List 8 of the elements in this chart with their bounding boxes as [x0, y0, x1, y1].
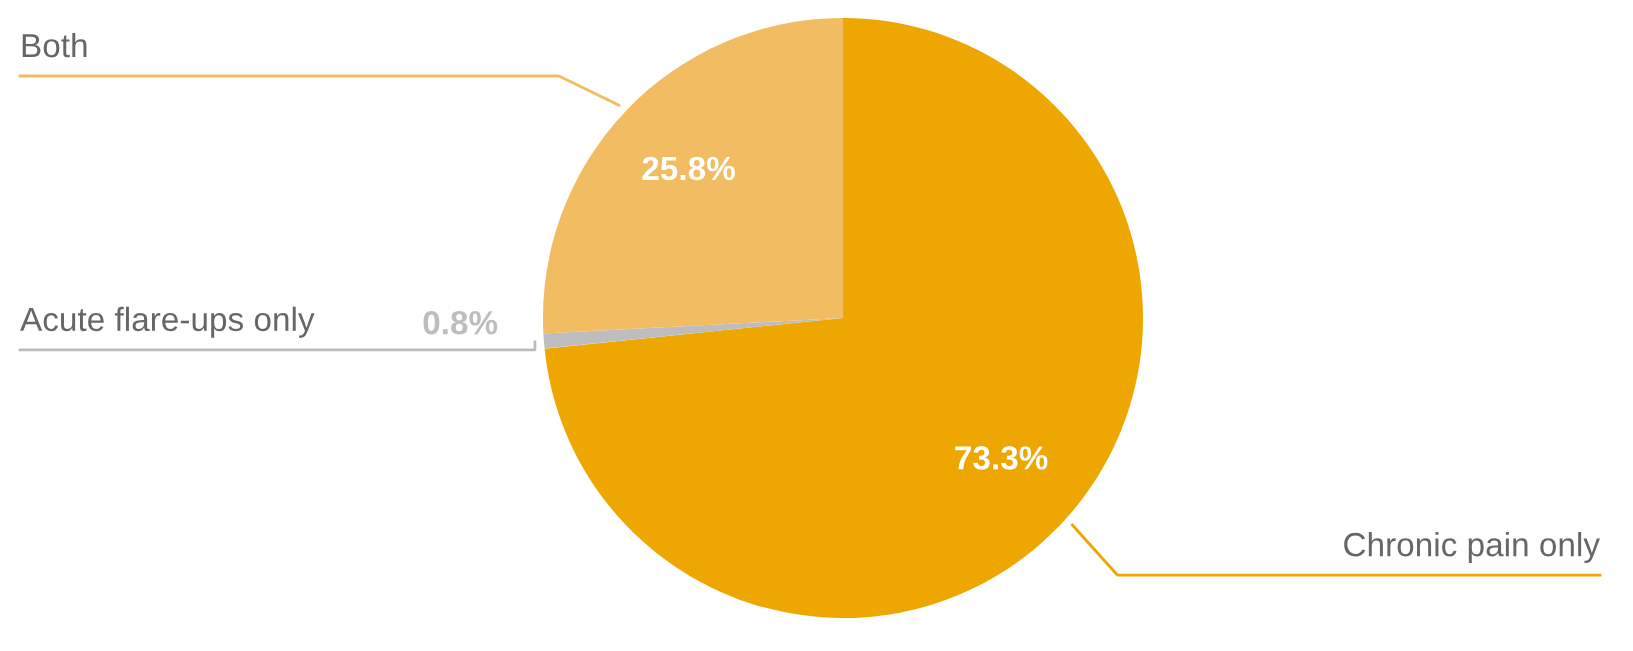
data-label: 0.8% [423, 310, 498, 335]
slice-label: Both [22, 32, 87, 58]
pie-slice [544, 18, 1143, 618]
slice-label: Acute flare-ups only [20, 306, 315, 338]
data-label: 25.8% [642, 156, 735, 181]
pie-slice [543, 17, 843, 334]
slice-label: Chronic pain only [1344, 531, 1600, 564]
data-label: 73.3% [955, 446, 1048, 470]
